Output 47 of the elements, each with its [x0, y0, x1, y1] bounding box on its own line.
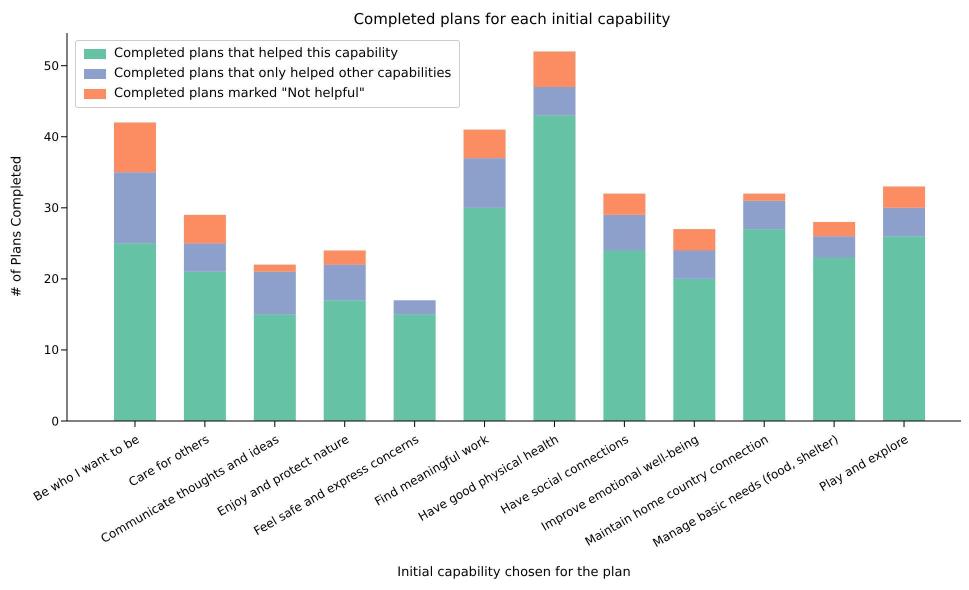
bar: [883, 186, 926, 208]
bar: [673, 278, 716, 421]
bar: [184, 214, 226, 244]
x-axis-title: Initial capability chosen for the plan: [397, 565, 631, 580]
bar: [184, 272, 226, 421]
bar: [254, 264, 296, 272]
bar: [254, 272, 296, 314]
legend-label: Completed plans marked "Not helpful": [114, 85, 365, 103]
bar: [603, 250, 646, 421]
y-tick-label: 20: [44, 272, 59, 286]
bar: [743, 200, 786, 230]
bar: [883, 236, 926, 421]
y-tick-label: 0: [51, 414, 59, 428]
bar: [533, 115, 576, 421]
bar: [883, 208, 926, 236]
chart-title: Completed plans for each initial capability: [352, 10, 672, 28]
bar: [184, 243, 226, 272]
bar: [533, 87, 576, 116]
bar: [114, 172, 156, 244]
bar: [114, 122, 156, 172]
bar: [464, 130, 506, 158]
bar: [603, 214, 646, 250]
bar: [254, 314, 296, 421]
legend-label: Completed plans that helped this capability: [114, 45, 398, 63]
bar: [603, 194, 646, 215]
bar: [324, 300, 366, 421]
bar: [394, 300, 436, 314]
bar: [324, 250, 366, 265]
y-tick-label: 10: [44, 343, 59, 358]
y-axis-title: # of Plans Completed: [10, 156, 25, 297]
bar: [813, 222, 856, 236]
bar: [813, 258, 856, 421]
bar: [743, 229, 786, 421]
bar: [673, 229, 716, 250]
bar: [813, 236, 856, 258]
bar: [743, 194, 786, 201]
bar: [324, 264, 366, 300]
bar: [114, 243, 156, 421]
legend-label: Completed plans that only helped other capabilities: [114, 65, 452, 83]
bar: [533, 51, 576, 88]
bar: [464, 158, 506, 208]
bar: [673, 250, 716, 279]
bar: [394, 314, 436, 421]
y-tick-label: 50: [44, 58, 59, 73]
y-tick-label: 40: [44, 130, 59, 144]
bar: [464, 208, 506, 421]
y-tick-label: 30: [44, 201, 59, 216]
